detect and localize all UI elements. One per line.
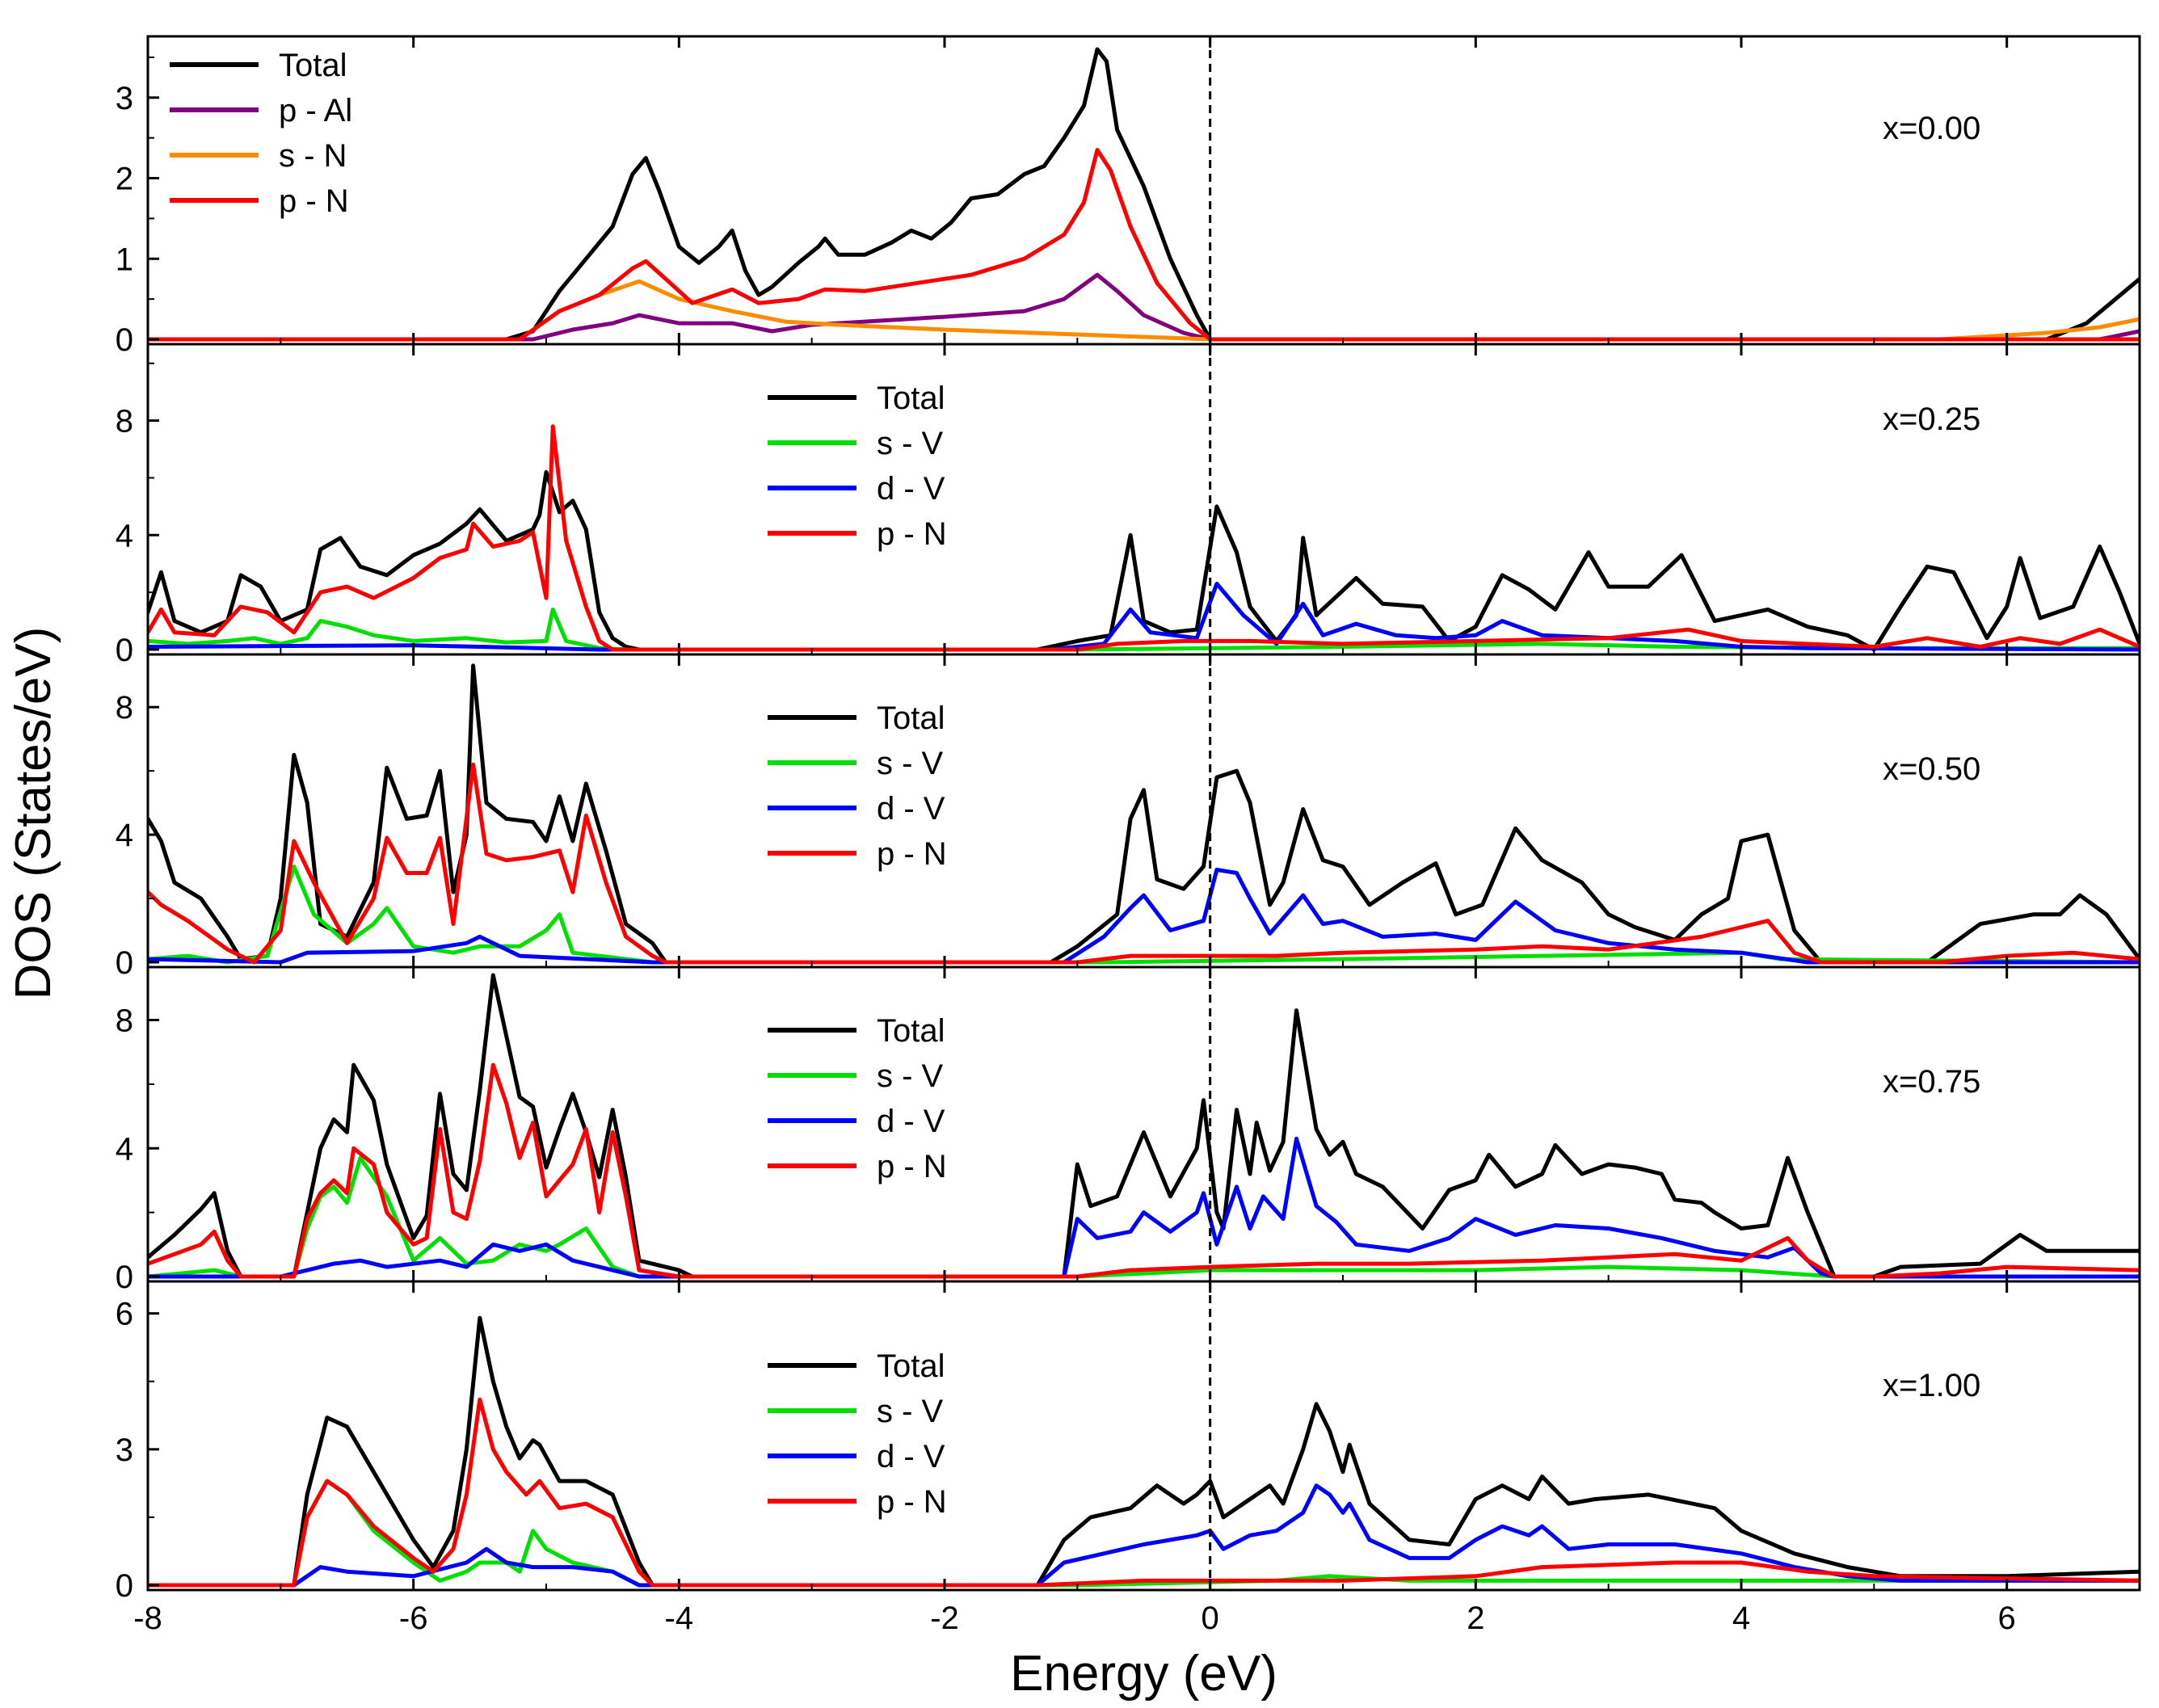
panel-curves — [148, 424, 2140, 652]
legend-label: Total — [279, 48, 347, 83]
dos-curve-total — [148, 1315, 2140, 1588]
panel-composition-label: x=1.00 — [1883, 1368, 1980, 1403]
panel-curves — [148, 47, 2140, 342]
legend-label: p - N — [877, 1149, 947, 1184]
legend-label: d - V — [877, 1439, 945, 1475]
dos-curve-p-n — [148, 148, 2140, 342]
x-tick-label: 6 — [1998, 1601, 2016, 1636]
legend-label: s - V — [877, 426, 944, 461]
x-tick-label: 4 — [1732, 1601, 1750, 1636]
x-tick-label: -6 — [399, 1601, 428, 1636]
dos-curve-p-n — [148, 424, 2140, 652]
legend-label: d - V — [877, 1104, 945, 1139]
panel-composition-label: x=0.00 — [1883, 111, 1980, 146]
dos-curve-total — [148, 47, 2140, 342]
panel-curves — [148, 1315, 2140, 1588]
dos-panel: 0 1 2 3 x=0.00 Total p - Al s - N p - N — [116, 35, 2141, 358]
panel-composition-label: x=0.50 — [1883, 751, 1980, 787]
legend-label: Total — [877, 1013, 945, 1049]
y-tick-label: 8 — [116, 404, 133, 440]
panel-curves — [148, 663, 2140, 965]
legend-label: s - V — [877, 1394, 944, 1429]
dos-curve-p-n — [148, 1062, 2140, 1279]
y-tick-label: 2 — [116, 162, 133, 197]
legend-label: s - N — [279, 138, 347, 174]
y-tick-label: 0 — [116, 633, 133, 668]
x-tick-label: 0 — [1202, 1601, 1219, 1636]
x-tick-label: -2 — [930, 1601, 959, 1636]
dos-panel: 0 3 6 x=1.00 Total s - V d - V p - N — [116, 1280, 2141, 1604]
x-axis-label: Energy (eV) — [1010, 1646, 1277, 1702]
y-tick-label: 0 — [116, 1260, 133, 1295]
legend-label: p - N — [877, 516, 947, 552]
dos-curve-d-v — [148, 1483, 2140, 1588]
legend-label: d - V — [877, 471, 945, 507]
y-tick-label: 3 — [116, 1432, 133, 1468]
panel-frame — [146, 1280, 2141, 1592]
legend-label: p - N — [877, 1484, 947, 1520]
legend-label: p - N — [279, 183, 349, 219]
y-tick-label: 0 — [116, 1568, 133, 1604]
y-axis-label: DOS (States/eV) — [6, 627, 61, 1000]
panel-composition-label: x=0.75 — [1883, 1064, 1980, 1100]
y-tick-label: 1 — [116, 242, 133, 277]
dos-curve-p-n — [148, 762, 2140, 965]
legend-label: p - Al — [279, 93, 352, 128]
x-tick-label: -8 — [133, 1601, 162, 1636]
dos-curve-total — [148, 973, 2140, 1279]
dos-curve-p-n — [148, 1397, 2140, 1588]
dos-curve-s-v — [148, 607, 2140, 652]
x-tick-label: 2 — [1467, 1601, 1484, 1636]
legend-label: p - N — [877, 836, 947, 872]
y-tick-label: 4 — [116, 518, 133, 553]
legend-label: d - V — [877, 791, 945, 827]
y-tick-label: 6 — [116, 1297, 133, 1332]
legend-label: Total — [877, 700, 945, 736]
panel-frame — [146, 653, 2141, 969]
dos-curve-s-v — [148, 1155, 2140, 1279]
dos-panel: 0 4 8 x=0.25 Total s - V d - V p - N — [116, 343, 2141, 668]
legend-label: s - V — [877, 1058, 944, 1094]
y-tick-label: 4 — [116, 818, 133, 853]
dos-curve-total — [148, 663, 2140, 965]
y-tick-label: 8 — [116, 690, 133, 726]
dos-panel: 0 4 8 x=0.75 Total s - V d - V p - N — [116, 965, 2141, 1295]
dos-curve-d-v — [148, 868, 2140, 965]
dos-curve-s-n — [148, 279, 2140, 342]
x-tick-label: -4 — [665, 1601, 694, 1636]
panel-composition-label: x=0.25 — [1883, 402, 1980, 437]
y-tick-label: 4 — [116, 1131, 133, 1167]
y-tick-label: 0 — [116, 322, 133, 358]
panel-curves — [148, 973, 2140, 1279]
y-tick-label: 8 — [116, 1003, 133, 1039]
y-tick-label: 0 — [116, 945, 133, 981]
legend-label: Total — [877, 381, 945, 416]
plot-area: 0 1 2 3 x=0.00 Total p - Al s - N p - N 0 4 8 x=0.25… — [116, 35, 2141, 1636]
dos-curve-total — [148, 469, 2140, 652]
y-tick-label: 3 — [116, 81, 133, 116]
dos-panel: 0 4 8 x=0.50 Total s - V d - V p - N — [116, 653, 2141, 981]
dos-curve-p-al — [148, 272, 2140, 342]
legend-label: Total — [877, 1348, 945, 1384]
legend-label: s - V — [877, 746, 944, 781]
